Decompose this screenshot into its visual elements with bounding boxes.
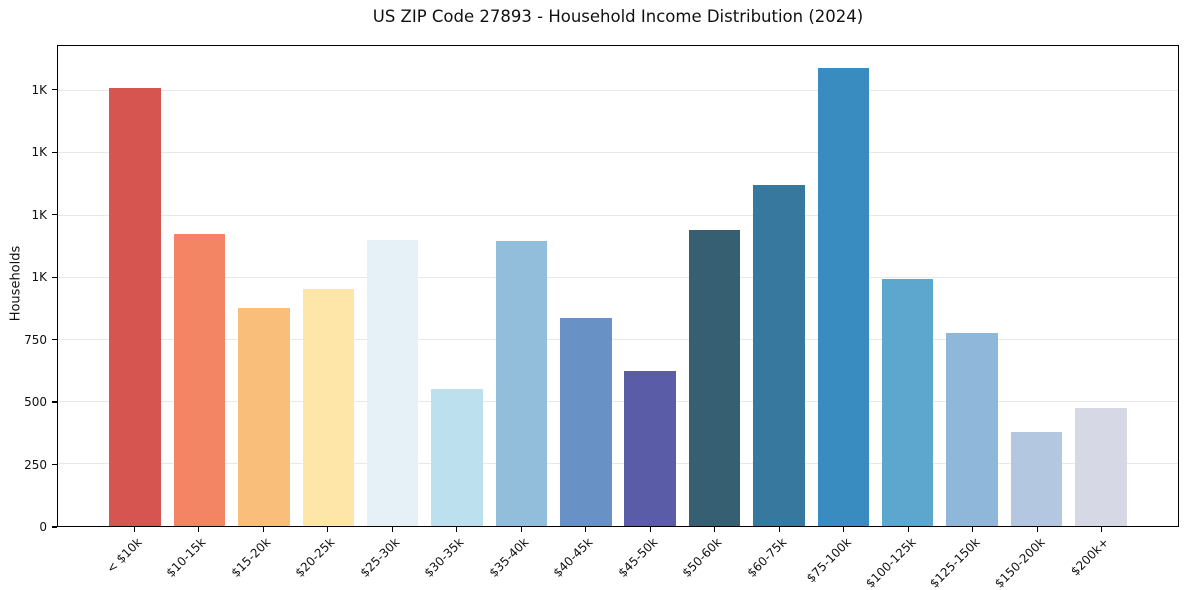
y-tick-mark xyxy=(52,339,57,341)
y-tick-label: 1K xyxy=(31,82,47,97)
bar-slot xyxy=(1004,46,1068,526)
bar-200k xyxy=(1075,407,1127,526)
x-tick-mark xyxy=(1101,527,1103,532)
x-tick-mark xyxy=(391,527,393,532)
x-axis: < $10k $10-15k $15-20k $20-25k $25-30k $30-35… xyxy=(57,527,1179,590)
x-tick-label: $20-25k xyxy=(292,535,338,580)
y-axis: 0 250 500 750 1K 1K 1K 1K xyxy=(0,45,57,534)
x-tick-mark xyxy=(520,527,522,532)
bar-30-35k xyxy=(431,389,483,526)
y-tick-label: 1K xyxy=(31,207,47,222)
bar-45-50k xyxy=(624,370,676,526)
y-tick-mark xyxy=(52,276,57,278)
y-tick-mark xyxy=(52,151,57,153)
bar-slot xyxy=(489,46,553,526)
x-tick-label: $200k+ xyxy=(1068,535,1112,579)
bar-slot xyxy=(361,46,425,526)
bar-75-100k xyxy=(817,68,870,526)
x-tick-mark xyxy=(327,527,329,532)
bar-slot xyxy=(940,46,1004,526)
y-tick-label: 250 xyxy=(24,457,47,472)
gridline xyxy=(58,276,1178,278)
y-tick-label: 1K xyxy=(31,145,47,160)
y-tick-mark xyxy=(52,214,57,216)
chart-title: US ZIP Code 27893 - Household Income Dis… xyxy=(372,7,864,26)
bar-100-125k xyxy=(881,278,934,526)
bar-slot xyxy=(811,46,875,526)
x-tick-mark xyxy=(649,527,651,532)
bar-slot xyxy=(747,46,811,526)
bar-slot xyxy=(103,46,167,526)
x-tick-mark xyxy=(972,527,974,532)
gridline xyxy=(58,400,1178,402)
x-tick-mark xyxy=(133,527,135,532)
x-tick-label: $40-45k xyxy=(550,535,596,580)
y-tick-mark xyxy=(52,401,57,403)
y-tick-label: 1K xyxy=(31,270,47,285)
y-tick-mark xyxy=(52,526,57,528)
bar-slot xyxy=(167,46,231,526)
gridline xyxy=(58,90,1178,92)
gridline xyxy=(58,152,1178,154)
bar-slot xyxy=(554,46,618,526)
bar-10k xyxy=(109,88,161,526)
x-tick-label: < $10k xyxy=(103,535,145,576)
gridline xyxy=(58,214,1178,216)
bar-40-45k xyxy=(560,318,612,526)
x-tick-label: $100-125k xyxy=(862,535,919,590)
x-tick-label: $25-30k xyxy=(357,535,403,580)
gridline xyxy=(58,462,1178,464)
x-tick-label: $60-75k xyxy=(744,535,790,580)
bar-25-30k xyxy=(366,240,419,526)
x-tick-label: $35-40k xyxy=(486,535,532,580)
y-tick-label: 0 xyxy=(39,520,47,534)
x-tick-label: $125-150k xyxy=(926,535,983,590)
gridline xyxy=(58,338,1178,340)
y-tick-label: 750 xyxy=(24,332,47,347)
x-tick-label: $150-200k xyxy=(991,535,1048,590)
y-tick-mark xyxy=(52,463,57,466)
y-tick-label: 500 xyxy=(24,395,47,410)
bar-slot xyxy=(876,46,940,526)
x-tick-mark xyxy=(714,527,716,532)
bar-10-15k xyxy=(173,233,226,526)
x-tick-label: $10-15k xyxy=(163,535,209,580)
x-tick-mark xyxy=(585,527,587,532)
bar-slot xyxy=(682,46,746,526)
x-tick-mark xyxy=(198,527,200,532)
x-tick-mark xyxy=(907,527,909,532)
bar-slot xyxy=(1069,46,1133,526)
bar-slot xyxy=(296,46,360,526)
x-tick-label: $50-60k xyxy=(679,535,725,580)
bar-125-150k xyxy=(946,333,998,526)
y-tick-mark xyxy=(52,89,57,91)
bar-35-40k xyxy=(495,241,548,526)
bar-slot xyxy=(618,46,682,526)
bar-15-20k xyxy=(238,308,290,526)
bar-slot xyxy=(425,46,489,526)
bar-150-200k xyxy=(1010,431,1063,526)
x-tick-mark xyxy=(778,527,780,532)
x-tick-mark xyxy=(843,527,845,532)
x-tick-label: $45-50k xyxy=(615,535,661,580)
bar-60-75k xyxy=(753,185,805,526)
x-tick-mark xyxy=(262,527,264,532)
plot-area xyxy=(57,45,1179,527)
bar-20-25k xyxy=(302,288,355,526)
bars-layer xyxy=(58,46,1178,526)
x-tick-label: $15-20k xyxy=(228,535,274,580)
x-tick-label: $75-100k xyxy=(803,535,854,586)
bar-slot xyxy=(232,46,296,526)
x-tick-label: $30-35k xyxy=(421,535,467,580)
x-tick-mark xyxy=(456,527,458,532)
bar-50-60k xyxy=(688,230,741,526)
x-tick-mark xyxy=(1036,527,1038,532)
